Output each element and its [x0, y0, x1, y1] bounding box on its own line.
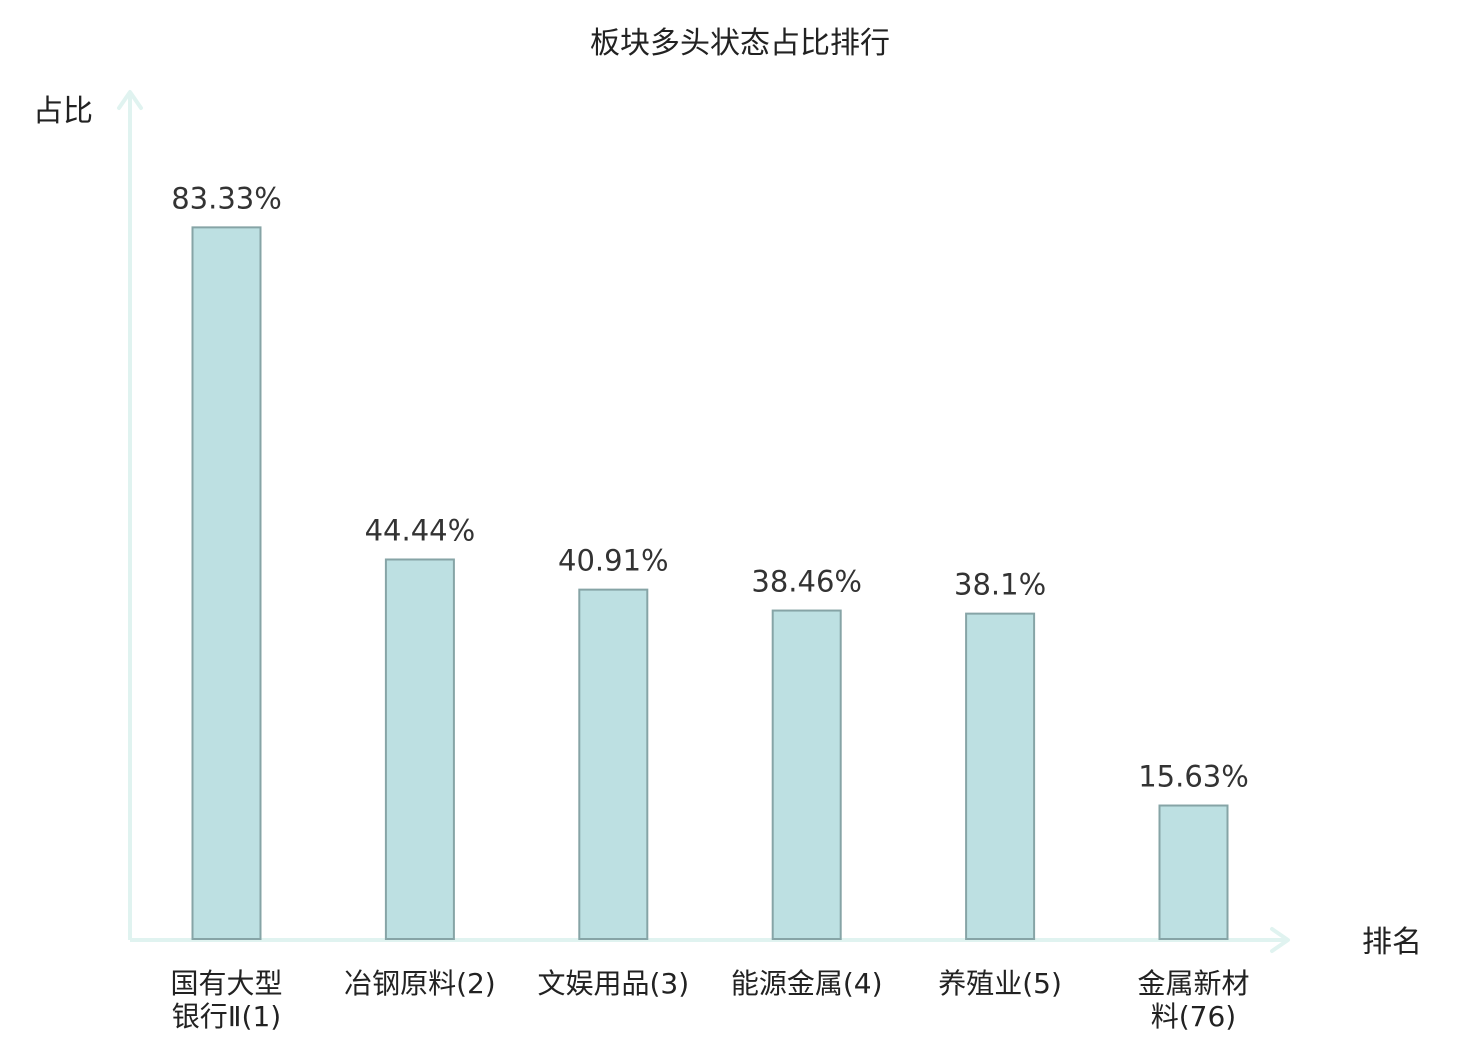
category-label: 国有大型 — [170, 967, 282, 1000]
category-label: 能源金属(4) — [731, 967, 883, 1000]
x-axis-label: 排名 — [1362, 925, 1422, 960]
category-label: 养殖业(5) — [938, 967, 1062, 1000]
value-labels-group: 83.33% 44.44% 40.91% 38.46% 38.1% 15.63% — [171, 181, 1249, 793]
bar — [965, 612, 1036, 940]
category-label: 银行Ⅱ(1) — [172, 1000, 281, 1033]
category-label: 金属新材 — [1137, 967, 1249, 1000]
bar — [771, 609, 842, 940]
y-axis-label: 占比 — [33, 94, 93, 129]
bar-value-label: 44.44% — [365, 513, 476, 547]
bar-value-label: 15.63% — [1138, 760, 1249, 794]
x-axis: 排名 — [130, 925, 1422, 960]
y-axis-arrow — [117, 90, 143, 110]
bar — [1158, 804, 1229, 940]
bar-value-label: 38.46% — [751, 565, 862, 599]
category-label: 文娱用品(3) — [537, 967, 689, 1000]
bar-value-label: 83.33% — [171, 181, 282, 215]
x-axis-arrow — [1270, 927, 1290, 953]
category-label: 料(76) — [1151, 1000, 1236, 1033]
bar-value-label: 38.1% — [954, 568, 1046, 602]
y-axis: 占比 — [33, 90, 143, 940]
bar-value-label: 40.91% — [558, 544, 669, 578]
bars-group — [191, 226, 1229, 941]
bar — [191, 226, 262, 940]
chart-title: 板块多头状态占比排行 — [590, 26, 890, 61]
category-label: 冶钢原料(2) — [344, 967, 496, 1000]
bar — [578, 588, 649, 940]
bar — [384, 558, 455, 941]
